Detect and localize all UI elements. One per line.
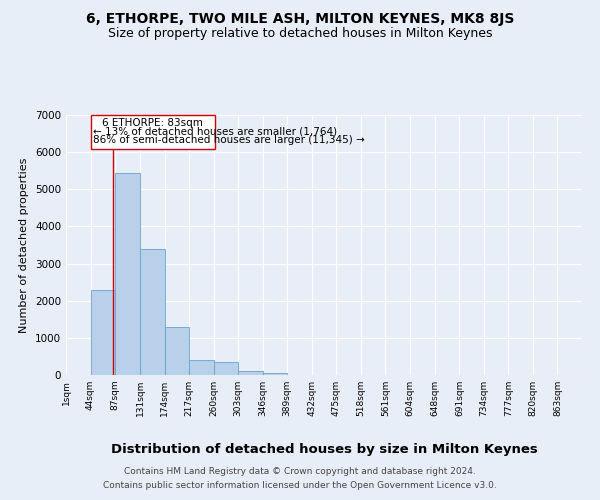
Text: 6 ETHORPE: 83sqm: 6 ETHORPE: 83sqm [102, 118, 203, 128]
Bar [214, 362, 238, 375]
Text: 86% of semi-detached houses are larger (11,345) →: 86% of semi-detached houses are larger (… [93, 134, 365, 144]
Y-axis label: Number of detached properties: Number of detached properties [19, 158, 29, 332]
FancyBboxPatch shape [91, 115, 215, 149]
Bar [263, 373, 287, 375]
Text: Contains public sector information licensed under the Open Government Licence v3: Contains public sector information licen… [103, 481, 497, 490]
Text: Size of property relative to detached houses in Milton Keynes: Size of property relative to detached ho… [108, 28, 492, 40]
Bar [164, 326, 189, 375]
Bar [189, 360, 214, 375]
Bar [140, 248, 164, 375]
Text: Contains HM Land Registry data © Crown copyright and database right 2024.: Contains HM Land Registry data © Crown c… [124, 467, 476, 476]
Bar [91, 290, 115, 375]
Text: 6, ETHORPE, TWO MILE ASH, MILTON KEYNES, MK8 8JS: 6, ETHORPE, TWO MILE ASH, MILTON KEYNES,… [86, 12, 514, 26]
Bar [238, 372, 263, 375]
Bar [115, 172, 140, 375]
Text: ← 13% of detached houses are smaller (1,764): ← 13% of detached houses are smaller (1,… [93, 126, 337, 136]
Text: Distribution of detached houses by size in Milton Keynes: Distribution of detached houses by size … [110, 442, 538, 456]
